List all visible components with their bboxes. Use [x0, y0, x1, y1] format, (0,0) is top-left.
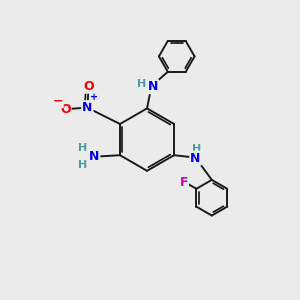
- Text: O: O: [60, 103, 70, 116]
- Text: H: H: [78, 143, 87, 153]
- Text: −: −: [52, 94, 63, 107]
- Text: N: N: [190, 152, 201, 165]
- Text: N: N: [82, 101, 92, 114]
- Text: O: O: [83, 80, 94, 93]
- Text: N: N: [89, 150, 99, 163]
- Text: H: H: [137, 79, 147, 89]
- Text: N: N: [148, 80, 158, 93]
- Text: H: H: [192, 144, 201, 154]
- Text: H: H: [78, 160, 87, 170]
- Text: +: +: [90, 92, 98, 102]
- Text: F: F: [179, 176, 188, 189]
